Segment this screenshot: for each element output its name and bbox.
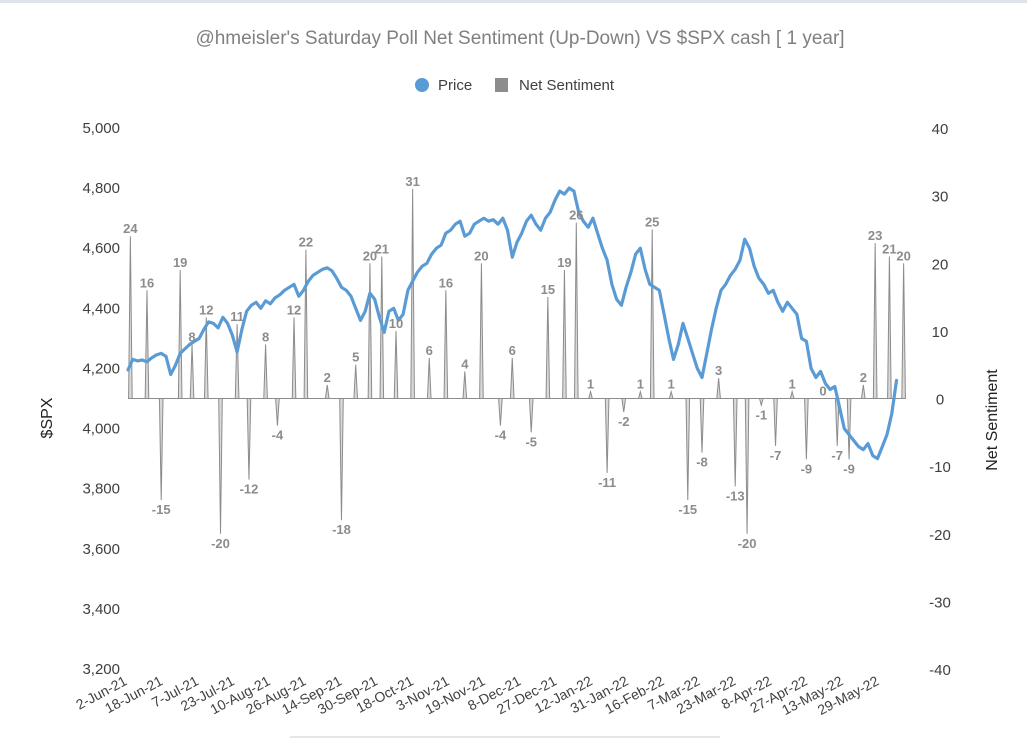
- sentiment-label: -7: [831, 448, 843, 463]
- sentiment-label: 1: [668, 377, 675, 392]
- sentiment-label: 21: [375, 241, 389, 256]
- sentiment-label: 1: [637, 377, 644, 392]
- sentiment-label: -9: [843, 461, 855, 476]
- sentiment-data-labels: 2416-1519812-2011-128-412222-18520211031…: [123, 174, 911, 551]
- sentiment-label: 15: [541, 282, 555, 297]
- sentiment-label: -20: [738, 536, 757, 551]
- sentiment-label: 20: [896, 248, 910, 263]
- right-tick-label: -40: [929, 662, 951, 679]
- sentiment-label: -4: [272, 428, 284, 443]
- sentiment-label: -1: [756, 407, 768, 422]
- sentiment-label: 11: [230, 309, 244, 324]
- sentiment-label: 12: [287, 302, 301, 317]
- sentiment-label: 21: [882, 241, 896, 256]
- x-axis: 2-Jun-2118-Jun-217-Jul-2123-Jul-2110-Aug…: [73, 672, 881, 718]
- sentiment-series: [128, 188, 906, 534]
- legend-sentiment-marker: [495, 78, 508, 92]
- right-axis: -40 -30 -20 -10 0 10 20 30 40: [929, 121, 951, 679]
- sentiment-label: 6: [426, 343, 433, 358]
- left-axis: 3,200 3,400 3,600 3,800 4,000 4,200 4,400 4,600…: [82, 120, 120, 678]
- sentiment-label: -2: [618, 414, 630, 429]
- right-tick-label: 30: [932, 189, 949, 206]
- right-tick-label: 20: [932, 256, 949, 273]
- price-series: [126, 186, 899, 461]
- sentiment-label: 1: [789, 377, 796, 392]
- sentiment-label: 12: [199, 302, 213, 317]
- sentiment-label: 22: [299, 235, 313, 250]
- sentiment-label: 20: [474, 248, 488, 263]
- sentiment-label: 10: [389, 316, 403, 331]
- sentiment-label: -12: [240, 482, 259, 497]
- sentiment-label: -15: [678, 502, 697, 517]
- left-tick-label: 4,000: [82, 421, 120, 438]
- sentiment-label: 20: [363, 248, 377, 263]
- sentiment-label: -11: [598, 475, 616, 490]
- right-tick-label: -10: [929, 459, 951, 476]
- sentiment-label: 6: [509, 343, 516, 358]
- sentiment-label: 25: [645, 214, 659, 229]
- right-tick-label: 10: [932, 324, 949, 341]
- sentiment-label: 8: [262, 329, 269, 344]
- legend-sentiment-label[interactable]: Net Sentiment: [519, 77, 615, 94]
- sentiment-label: 3: [715, 363, 722, 378]
- sentiment-label: -8: [696, 455, 708, 470]
- sentiment-label: 2: [860, 370, 867, 385]
- sentiment-label: 16: [439, 275, 453, 290]
- sentiment-label: 19: [173, 255, 187, 270]
- sentiment-label: -13: [726, 488, 745, 503]
- top-border: [0, 0, 1027, 3]
- sentiment-label: 31: [405, 174, 419, 189]
- legend-price-marker: [415, 78, 429, 92]
- left-tick-label: 3,800: [82, 481, 120, 498]
- legend-price-label[interactable]: Price: [438, 77, 472, 94]
- left-tick-label: 4,600: [82, 240, 120, 257]
- price-line: [126, 186, 899, 461]
- sentiment-area: [128, 188, 906, 534]
- chart-title: @hmeisler's Saturday Poll Net Sentiment …: [195, 28, 844, 49]
- sentiment-label: -18: [332, 522, 351, 537]
- sentiment-label: 4: [461, 356, 469, 371]
- sentiment-label: 16: [140, 275, 154, 290]
- right-tick-label: -20: [929, 527, 951, 544]
- sentiment-label: 23: [868, 228, 882, 243]
- left-tick-label: 3,600: [82, 541, 120, 558]
- legend: Price Net Sentiment: [415, 77, 615, 94]
- right-axis-title: Net Sentiment: [984, 369, 1001, 471]
- left-tick-label: 4,800: [82, 180, 120, 197]
- sentiment-label: 19: [557, 255, 571, 270]
- scrollbar-track: [290, 736, 720, 738]
- left-tick-label: 3,400: [82, 601, 120, 618]
- sentiment-label: -7: [770, 448, 782, 463]
- sentiment-label: 26: [569, 208, 583, 223]
- sentiment-label: 1: [587, 377, 594, 392]
- left-axis-title: $SPX: [39, 397, 56, 438]
- left-tick-label: 5,000: [82, 120, 120, 137]
- left-tick-label: 3,200: [82, 661, 120, 678]
- sentiment-label: 8: [188, 329, 195, 344]
- sentiment-label: -15: [152, 502, 171, 517]
- right-tick-label: 0: [936, 392, 944, 409]
- sentiment-label: 0: [819, 384, 826, 399]
- sentiment-label: -20: [211, 536, 230, 551]
- left-tick-label: 4,200: [82, 360, 120, 377]
- sentiment-label: -9: [801, 461, 813, 476]
- right-tick-label: 40: [932, 121, 949, 138]
- left-tick-label: 4,400: [82, 300, 120, 317]
- right-tick-label: -30: [929, 594, 951, 611]
- sentiment-label: 2: [324, 370, 331, 385]
- sentiment-label: -5: [525, 434, 537, 449]
- sentiment-label: 24: [123, 221, 138, 236]
- sentiment-label: 5: [352, 350, 359, 365]
- sentiment-label: -4: [495, 428, 507, 443]
